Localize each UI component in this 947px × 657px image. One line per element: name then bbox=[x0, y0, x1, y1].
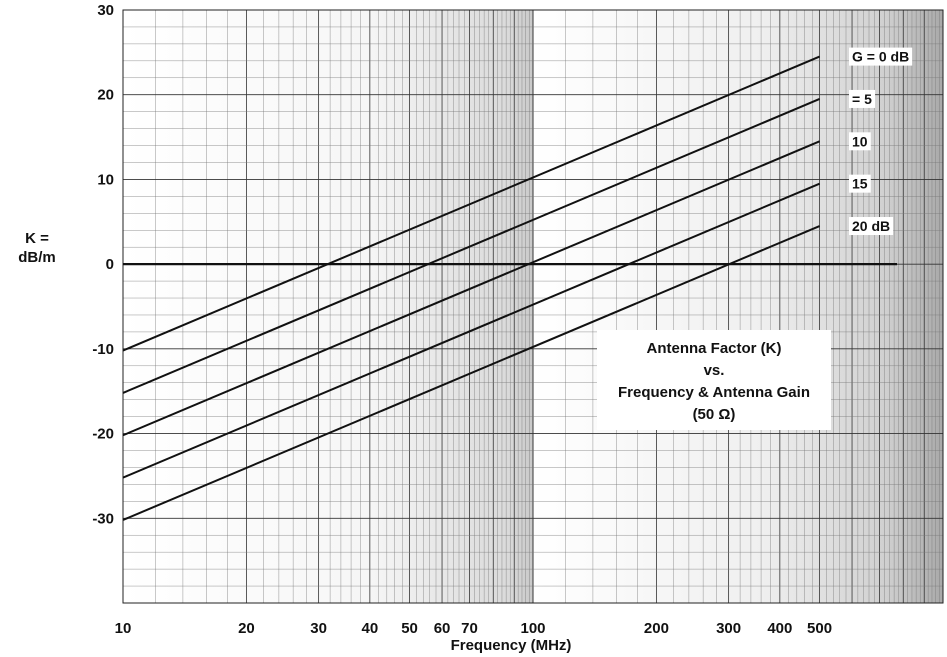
x-tick-label: 70 bbox=[461, 620, 478, 637]
y-tick-label: -10 bbox=[92, 341, 114, 358]
series-label-background bbox=[849, 47, 913, 66]
x-tick-label: 200 bbox=[644, 620, 669, 637]
x-tick-label: 40 bbox=[362, 620, 379, 637]
y-axis-tick-labels: 30 20 10 0 -10 -20 -30 bbox=[92, 2, 114, 527]
series-lines bbox=[122, 55, 820, 521]
series-label-1: G = 0 dB bbox=[852, 49, 909, 65]
series-label-5: 20 dB bbox=[852, 218, 890, 234]
x-tick-label: 20 bbox=[238, 620, 255, 637]
chart-annotation-box: Antenna Factor (K) vs. Frequency & Anten… bbox=[597, 330, 831, 430]
x-axis-tick-labels: 10 20 30 40 50 60 70 100 200 300 400 500 bbox=[115, 620, 832, 637]
annotation-background bbox=[597, 330, 831, 430]
x-tick-label: 50 bbox=[401, 620, 418, 637]
annotation-line-4: (50 Ω) bbox=[693, 406, 736, 423]
series-label-3: 10 bbox=[852, 133, 868, 149]
annotation-line-3: Frequency & Antenna Gain bbox=[618, 384, 810, 401]
series-line-5 bbox=[122, 225, 820, 521]
x-tick-label: 500 bbox=[807, 620, 832, 637]
series-label-background bbox=[849, 174, 871, 193]
x-axis-title: Frequency (MHz) bbox=[451, 637, 572, 654]
series-line-4 bbox=[122, 182, 820, 479]
y-tick-label: -20 bbox=[92, 426, 114, 443]
series-labels: G = 0 dB = 5 10 15 20 dB bbox=[849, 47, 913, 236]
series-label-background bbox=[849, 132, 871, 151]
y-axis-title-line-1: K = bbox=[25, 230, 49, 247]
y-tick-label: 10 bbox=[97, 171, 114, 188]
series-label-background bbox=[849, 217, 894, 236]
x-tick-label: 60 bbox=[434, 620, 451, 637]
y-tick-label: 0 bbox=[106, 256, 114, 273]
series-label-2: = 5 bbox=[852, 91, 872, 107]
x-tick-label: 10 bbox=[115, 620, 132, 637]
y-tick-label: -30 bbox=[92, 510, 114, 527]
x-tick-label: 30 bbox=[310, 620, 327, 637]
y-tick-label: 30 bbox=[97, 2, 114, 19]
series-line-2 bbox=[122, 98, 820, 394]
plot-border bbox=[122, 9, 944, 604]
annotation-line-1: Antenna Factor (K) bbox=[647, 340, 782, 357]
x-tick-label: 100 bbox=[520, 620, 545, 637]
y-axis-title-line-2: dB/m bbox=[18, 249, 56, 266]
series-label-background bbox=[849, 89, 876, 108]
series-label-4: 15 bbox=[852, 176, 868, 192]
grid bbox=[122, 9, 944, 604]
y-tick-label: 20 bbox=[97, 87, 114, 104]
annotation-line-2: vs. bbox=[704, 362, 725, 379]
x-tick-label: 400 bbox=[767, 620, 792, 637]
series-line-3 bbox=[122, 140, 820, 437]
x-tick-label: 300 bbox=[716, 620, 741, 637]
series-line-1 bbox=[122, 55, 820, 352]
